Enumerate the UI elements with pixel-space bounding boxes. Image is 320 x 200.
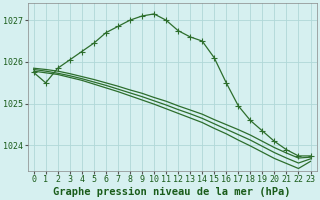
- X-axis label: Graphe pression niveau de la mer (hPa): Graphe pression niveau de la mer (hPa): [53, 186, 291, 197]
